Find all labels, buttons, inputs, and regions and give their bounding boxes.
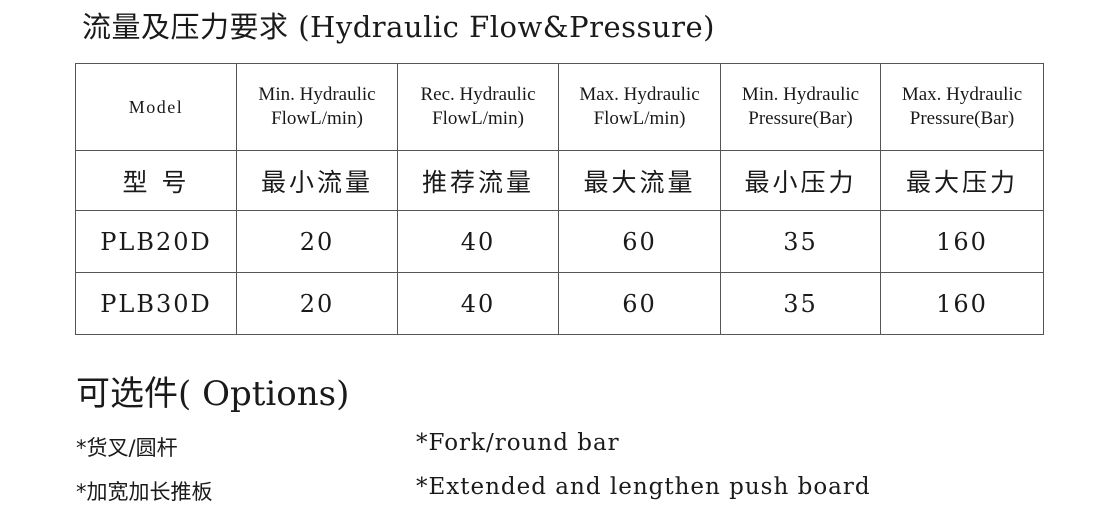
table-cell: 60 [558,210,721,273]
option-item-en: *Fork/round bar [416,430,620,456]
header-cell: Min. Hydraulic Pressure(Bar) [720,63,881,151]
table-cell: 35 [720,210,881,273]
hydraulic-spec-table: Model Min. Hydraulic FlowL/min) Rec. Hyd… [75,63,1044,335]
header-cell: Model [75,63,237,151]
table-cell: 20 [236,210,398,273]
header-row-cn: 型 号 最小流量 推荐流量 最大流量 最小压力 最大压力 [75,150,1044,211]
header-cell: Min. Hydraulic FlowL/min) [236,63,398,151]
header-row-en: Model Min. Hydraulic FlowL/min) Rec. Hyd… [75,63,1044,151]
header-cell: 最大流量 [558,150,721,211]
header-cell: 最大压力 [880,150,1044,211]
model-cell: PLB20D [75,210,237,273]
header-cell: 推荐流量 [397,150,559,211]
header-cell: 型 号 [75,150,237,211]
header-cell: 最小流量 [236,150,398,211]
table-cell: 20 [236,272,398,335]
table-cell: 40 [397,272,559,335]
table-cell: 35 [720,272,881,335]
table-cell: 40 [397,210,559,273]
option-item-cn: *加宽加长推板 [76,480,213,504]
header-cell: Rec. Hydraulic FlowL/min) [397,63,559,151]
header-cell: 最小压力 [720,150,881,211]
table-cell: 60 [558,272,721,335]
page-title: 流量及压力要求 (Hydraulic Flow&Pressure) [82,10,715,44]
options-title: 可选件( Options) [76,374,350,414]
model-cell: PLB30D [75,272,237,335]
option-item-cn: *货叉/圆杆 [76,436,178,460]
table-row: PLB30D 20 40 60 35 160 [75,272,1044,335]
table-cell: 160 [880,210,1044,273]
header-cell: Max. Hydraulic FlowL/min) [558,63,721,151]
option-item-en: *Extended and lengthen push board [416,474,871,500]
table-cell: 160 [880,272,1044,335]
table-row: PLB20D 20 40 60 35 160 [75,210,1044,273]
header-cell: Max. Hydraulic Pressure(Bar) [880,63,1044,151]
